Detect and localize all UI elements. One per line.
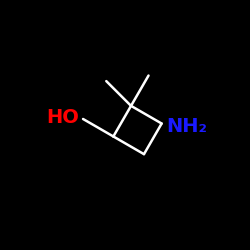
Text: NH₂: NH₂ [167,116,208,136]
Text: HO: HO [46,108,79,127]
